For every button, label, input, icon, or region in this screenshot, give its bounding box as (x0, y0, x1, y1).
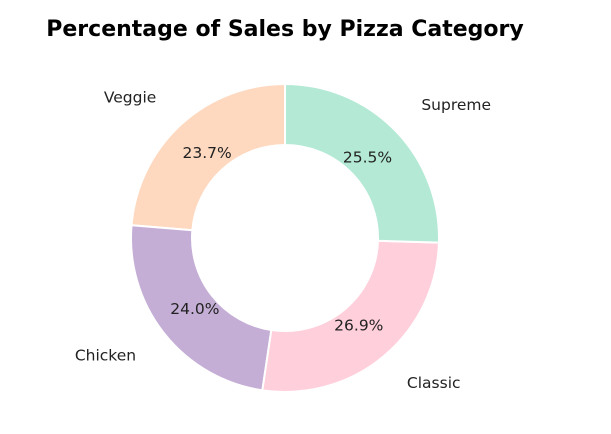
value-label-veggie: 23.7% (183, 144, 232, 162)
donut-labels: 23.7% Veggie 24.0% Chicken 26.9% Classic 25.5%… (75, 89, 491, 393)
chart-title: Percentage of Sales by Pizza Category (46, 17, 523, 42)
value-label-chicken: 24.0% (170, 300, 219, 318)
slice-chicken (130, 224, 273, 392)
slice-supreme (284, 82, 440, 244)
category-label-veggie: Veggie (104, 89, 156, 107)
category-label-chicken: Chicken (75, 346, 136, 364)
value-label-supreme: 25.5% (343, 148, 392, 166)
category-label-classic: Classic (407, 374, 461, 392)
value-label-classic: 26.9% (334, 317, 383, 335)
slice-classic (261, 239, 440, 393)
slice-veggie (130, 82, 286, 232)
category-label-supreme: Supreme (421, 96, 491, 114)
donut-slices (130, 82, 440, 393)
